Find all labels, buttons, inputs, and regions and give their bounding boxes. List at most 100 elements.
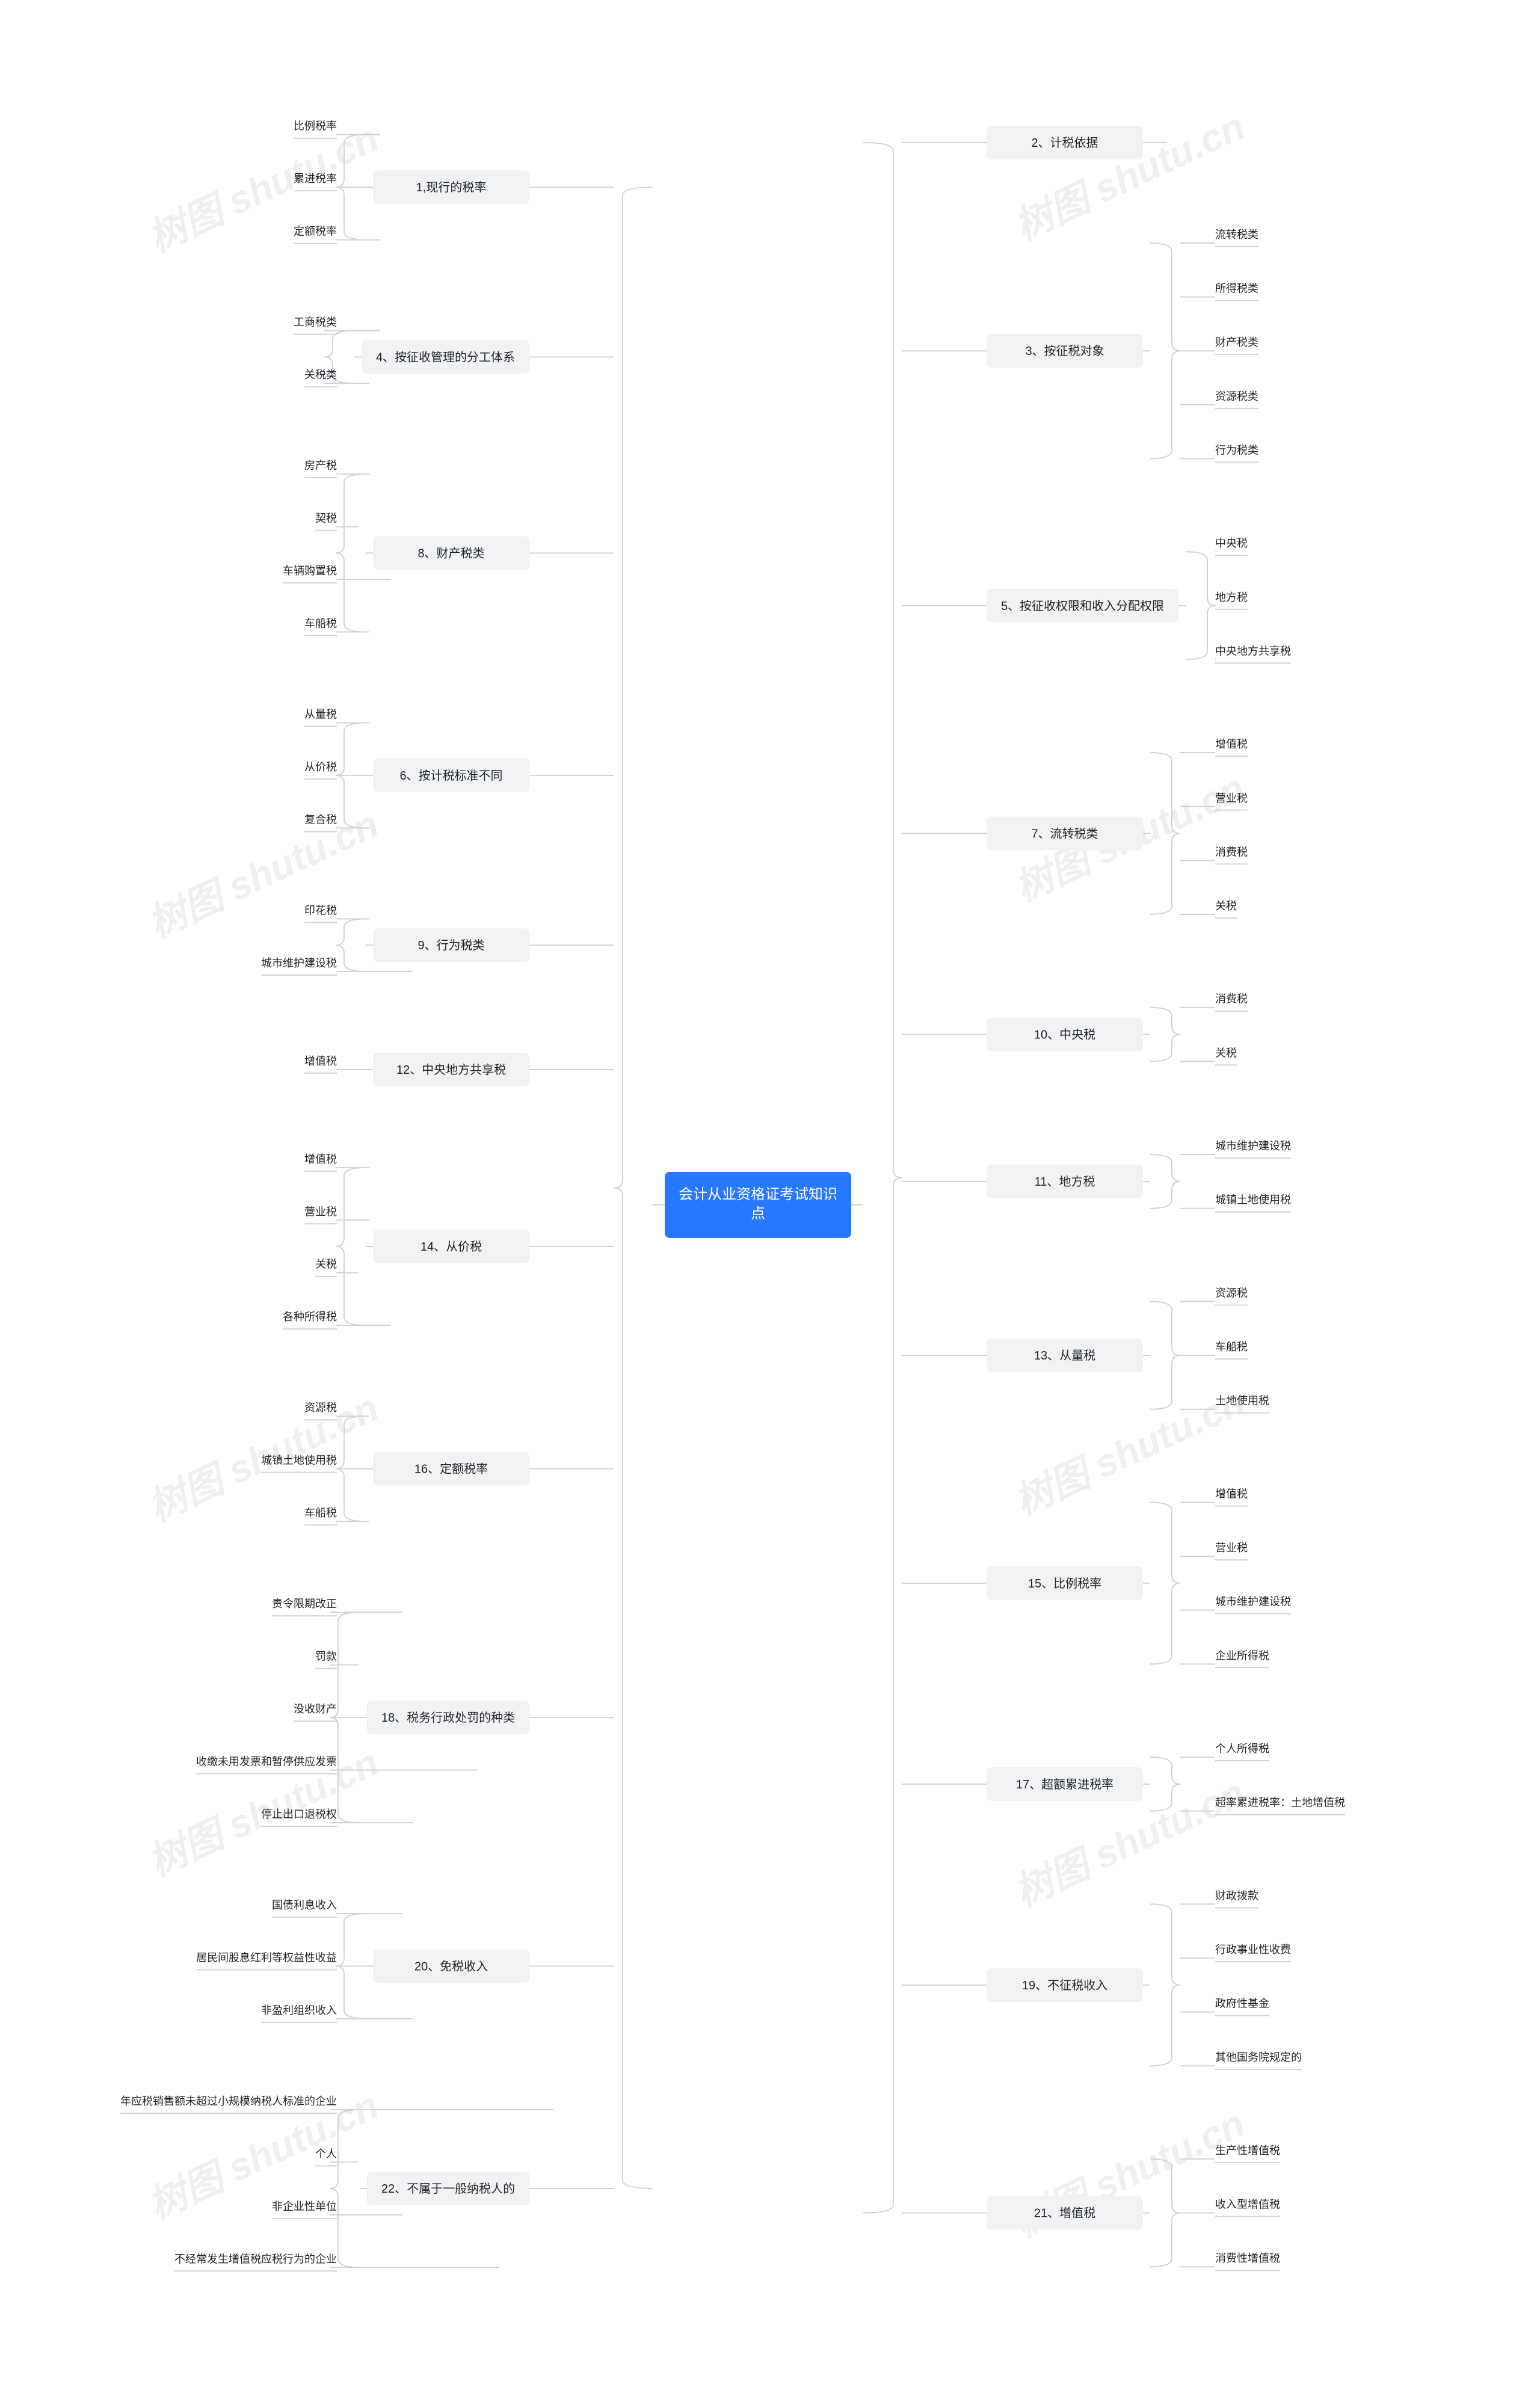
branch-label: 6、按计税标准不同 xyxy=(399,769,502,783)
leaf-label: 关税 xyxy=(315,1258,337,1270)
leaf-label: 车船税 xyxy=(304,1507,337,1519)
branch-label: 7、流转税类 xyxy=(1031,827,1098,841)
leaf-label: 超率累进税率：土地增值税 xyxy=(1215,1797,1345,1809)
leaf-label: 印花税 xyxy=(304,904,337,916)
leaf-bracket xyxy=(1150,243,1180,458)
leaf-label: 生产性增值税 xyxy=(1215,2145,1280,2157)
leaf-bracket xyxy=(1150,1301,1180,1409)
branch-label: 9、行为税类 xyxy=(417,938,484,952)
leaf-label: 财政拨款 xyxy=(1215,1889,1258,1902)
center-title-line2: 点 xyxy=(751,1206,765,1222)
leaf-label: 其他国务院规定的 xyxy=(1215,2051,1302,2063)
leaf-label: 增值税 xyxy=(304,1153,337,1165)
leaf-label: 年应税销售额未超过小规模纳税人标准的企业 xyxy=(120,2095,337,2107)
branch-label: 11、地方税 xyxy=(1035,1175,1095,1189)
branch-label: 8、财产税类 xyxy=(417,546,484,560)
leaf-label: 资源税类 xyxy=(1215,390,1258,402)
leaf-label: 城镇土地使用税 xyxy=(1215,1194,1291,1206)
leaf-bracket xyxy=(336,1168,366,1325)
branch-label: 15、比例税率 xyxy=(1028,1577,1101,1591)
leaf-label: 营业税 xyxy=(1215,1542,1248,1554)
leaf-label: 城镇土地使用税 xyxy=(261,1455,337,1467)
leaf-label: 车辆购置税 xyxy=(283,565,337,577)
leaf-label: 罚款 xyxy=(315,1651,337,1663)
leaf-label: 资源税 xyxy=(1215,1287,1248,1299)
leaf-label: 政府性基金 xyxy=(1215,1998,1269,2010)
leaf-label: 居民间股息红利等权益性收益 xyxy=(196,1951,337,1963)
leaf-bracket xyxy=(1186,552,1216,659)
leaf-label: 国债利息收入 xyxy=(272,1899,337,1911)
branch-label: 19、不征税收入 xyxy=(1022,1979,1107,1992)
leaf-label: 车船税 xyxy=(1215,1341,1248,1353)
leaf-label: 行为税类 xyxy=(1215,444,1258,456)
branch-label: 1,现行的税率 xyxy=(416,180,487,194)
leaf-label: 城市维护建设税 xyxy=(261,957,337,969)
leaf-label: 个人所得税 xyxy=(1215,1743,1269,1755)
leaf-label: 消费税 xyxy=(1215,846,1248,858)
mindmap-canvas: 树图 shutu.cn树图 shutu.cn树图 shutu.cn树图 shut… xyxy=(0,0,1540,2402)
leaf-label: 复合税 xyxy=(304,813,337,825)
branch-label: 4、按征收管理的分工体系 xyxy=(376,350,515,364)
leaf-bracket xyxy=(1150,1502,1180,1664)
center-node xyxy=(665,1172,851,1238)
branch-label: 22、不属于一般纳税人的 xyxy=(381,2182,515,2196)
leaf-label: 非企业性单位 xyxy=(272,2200,337,2213)
leaf-bracket xyxy=(1150,1904,1180,2066)
branch-label: 21、增值税 xyxy=(1034,2206,1095,2220)
leaf-label: 责令限期改正 xyxy=(272,1598,337,1610)
leaf-label: 收入型增值税 xyxy=(1215,2199,1280,2211)
leaf-label: 比例税率 xyxy=(294,120,337,132)
right-main-bracket xyxy=(863,143,902,2213)
leaf-label: 营业税 xyxy=(1215,792,1248,804)
leaf-label: 关税 xyxy=(1215,1047,1237,1059)
leaf-label: 增值税 xyxy=(1215,1488,1248,1500)
leaf-label: 收缴未用发票和暂停供应发票 xyxy=(196,1756,337,1768)
leaf-label: 资源税 xyxy=(304,1402,337,1414)
branch-label: 13、从量税 xyxy=(1034,1349,1095,1363)
leaf-label: 行政事业性收费 xyxy=(1215,1944,1291,1956)
leaf-label: 流转税类 xyxy=(1215,229,1258,241)
leaf-label: 土地使用税 xyxy=(1215,1395,1269,1407)
branch-label: 20、免税收入 xyxy=(414,1959,488,1973)
leaf-label: 增值税 xyxy=(304,1055,337,1067)
leaf-label: 中央税 xyxy=(1215,537,1248,549)
leaf-label: 非盈利组织收入 xyxy=(261,2004,337,2016)
leaf-label: 地方税 xyxy=(1215,591,1248,603)
leaf-label: 营业税 xyxy=(304,1206,337,1218)
branch-label: 18、税务行政处罚的种类 xyxy=(381,1711,515,1725)
leaf-label: 城市维护建设税 xyxy=(1215,1596,1291,1608)
leaf-label: 从价税 xyxy=(304,761,337,773)
branch-label: 2、计税依据 xyxy=(1031,136,1098,150)
leaf-label: 没收财产 xyxy=(294,1703,337,1715)
branch-label: 17、超额累进税率 xyxy=(1016,1778,1113,1791)
leaf-label: 消费性增值税 xyxy=(1215,2252,1280,2264)
leaf-label: 不经常发生增值税应税行为的企业 xyxy=(174,2253,337,2265)
leaf-label: 中央地方共享税 xyxy=(1215,645,1291,657)
leaf-label: 停止出口退税权 xyxy=(261,1808,337,1820)
leaf-label: 契税 xyxy=(315,513,337,525)
leaf-label: 定额税率 xyxy=(294,226,337,238)
leaf-label: 个人 xyxy=(315,2148,337,2160)
branch-label: 3、按征税对象 xyxy=(1025,344,1104,358)
branch-label: 5、按征收权限和收入分配权限 xyxy=(1001,599,1164,613)
leaf-label: 车船税 xyxy=(304,617,337,629)
leaf-bracket xyxy=(1150,1008,1180,1062)
leaf-bracket xyxy=(336,474,366,632)
left-main-bracket xyxy=(614,187,653,2188)
leaf-label: 各种所得税 xyxy=(283,1311,337,1323)
branch-label: 14、从价税 xyxy=(420,1240,482,1254)
leaf-label: 增值税 xyxy=(1215,738,1248,750)
center-title-line1: 会计从业资格证考试知识 xyxy=(679,1186,837,1203)
branch-label: 16、定额税率 xyxy=(414,1462,488,1476)
leaf-label: 消费税 xyxy=(1215,993,1248,1005)
watermark-text: 树图 shutu.cn xyxy=(141,802,384,946)
leaf-label: 企业所得税 xyxy=(1215,1649,1269,1661)
leaf-label: 关税 xyxy=(1215,900,1237,912)
leaf-label: 关税类 xyxy=(304,369,337,381)
leaf-label: 累进税率 xyxy=(294,173,337,185)
nodes-layer: 会计从业资格证考试知识点 1,现行的税率 比例税率累进税率定额税率 4、按征收管理的分… xyxy=(120,120,1345,2265)
leaf-label: 所得税类 xyxy=(1215,283,1258,295)
leaf-bracket xyxy=(1150,1154,1180,1209)
leaf-label: 工商税类 xyxy=(294,316,337,328)
leaf-label: 财产税类 xyxy=(1215,336,1258,348)
